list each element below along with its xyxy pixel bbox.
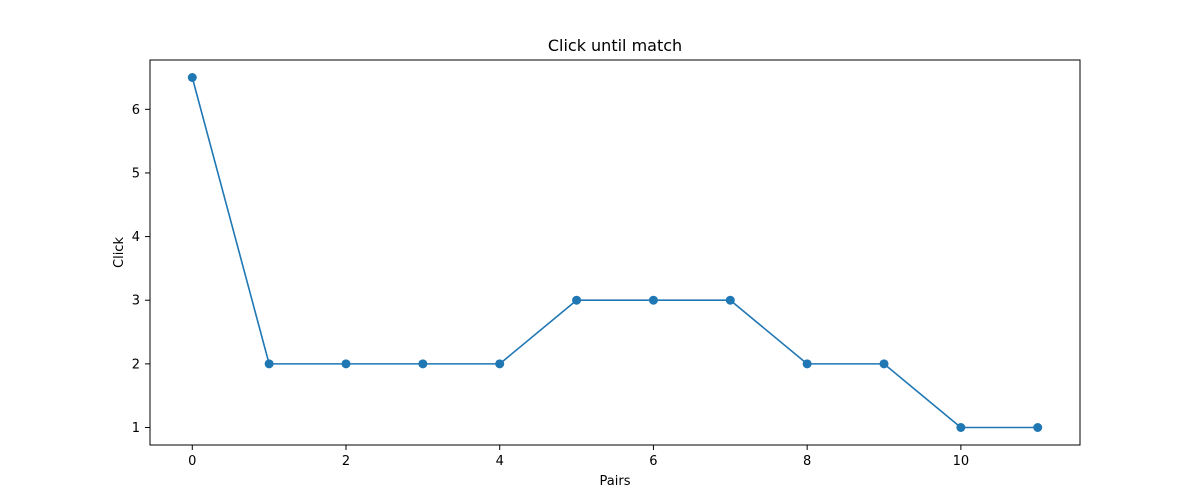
x-tick-label: 4 (496, 454, 504, 469)
data-point (879, 359, 889, 369)
x-tick-label: 10 (953, 454, 970, 469)
x-tick-label: 8 (803, 454, 811, 469)
plot-frame (149, 59, 1081, 446)
x-axis-label: Pairs (600, 474, 631, 489)
y-tick-label: 6 (132, 103, 140, 118)
data-point (187, 73, 197, 82)
y-tick-label: 2 (132, 357, 140, 372)
series-layer (187, 73, 1043, 432)
y-tick-label: 1 (132, 421, 140, 436)
y-axis-ticks: 1 2 3 4 5 6 (132, 103, 150, 436)
data-point (341, 359, 351, 369)
x-tick-label: 2 (342, 454, 350, 469)
data-point (418, 359, 428, 369)
y-tick-label: 3 (132, 294, 140, 309)
data-point (802, 359, 812, 369)
chart-title: Click until match (548, 36, 682, 55)
series-line (191, 77, 1038, 429)
data-point (956, 423, 966, 432)
data-point (264, 359, 274, 369)
y-tick-label: 5 (132, 166, 140, 181)
y-tick-label: 4 (132, 230, 140, 245)
plot-area (150, 60, 1080, 445)
data-point (1033, 423, 1043, 432)
y-axis-label: Click (112, 237, 127, 268)
x-axis-ticks: 0 2 4 6 8 10 (188, 445, 969, 469)
data-point (495, 359, 505, 369)
x-tick-label: 0 (188, 454, 196, 469)
data-point (572, 295, 582, 305)
data-point (648, 295, 658, 305)
data-point (725, 295, 735, 305)
x-tick-label: 6 (649, 454, 657, 469)
